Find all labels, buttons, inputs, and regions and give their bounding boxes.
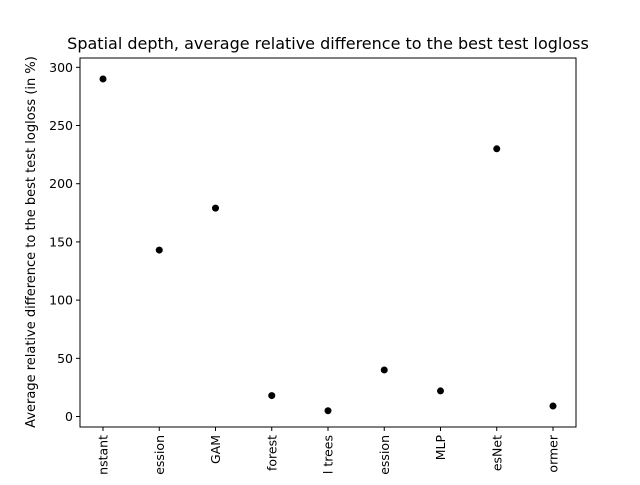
x-tick-label: nstant xyxy=(96,435,111,475)
x-tick-label: ormer xyxy=(546,434,561,472)
x-axis-ticks: nstant ession GAM forest l trees ession MLP esN… xyxy=(96,427,561,475)
data-point xyxy=(155,246,163,254)
data-point xyxy=(268,392,276,400)
x-tick-label: ession xyxy=(377,435,392,475)
data-points xyxy=(99,75,557,415)
data-point xyxy=(493,145,501,153)
y-tick-label: 50 xyxy=(57,351,73,366)
y-tick-label: 300 xyxy=(49,60,73,75)
y-tick-label: 150 xyxy=(49,234,73,249)
x-tick-label: MLP xyxy=(433,435,448,461)
x-tick-label: l trees xyxy=(321,435,336,474)
plot-area-frame xyxy=(79,57,577,428)
data-point xyxy=(380,366,388,374)
data-point xyxy=(99,75,107,83)
data-point xyxy=(437,387,444,395)
x-tick-label: ession xyxy=(152,435,167,475)
data-point xyxy=(549,402,557,410)
y-axis-label: Average relative difference to the best … xyxy=(24,56,39,428)
x-tick-label: GAM xyxy=(208,435,223,464)
x-tick-label: forest xyxy=(264,435,279,471)
y-tick-label: 100 xyxy=(49,293,73,308)
chart-title: Spatial depth, average relative differen… xyxy=(67,34,589,53)
data-point xyxy=(324,407,332,415)
y-tick-label: 250 xyxy=(49,118,73,133)
y-axis-ticks: 0 50 100 150 200 250 300 xyxy=(49,60,80,424)
y-tick-label: 200 xyxy=(49,176,73,191)
y-tick-label: 0 xyxy=(65,409,73,424)
x-tick-label: esNet xyxy=(489,435,504,471)
data-point xyxy=(212,204,219,212)
